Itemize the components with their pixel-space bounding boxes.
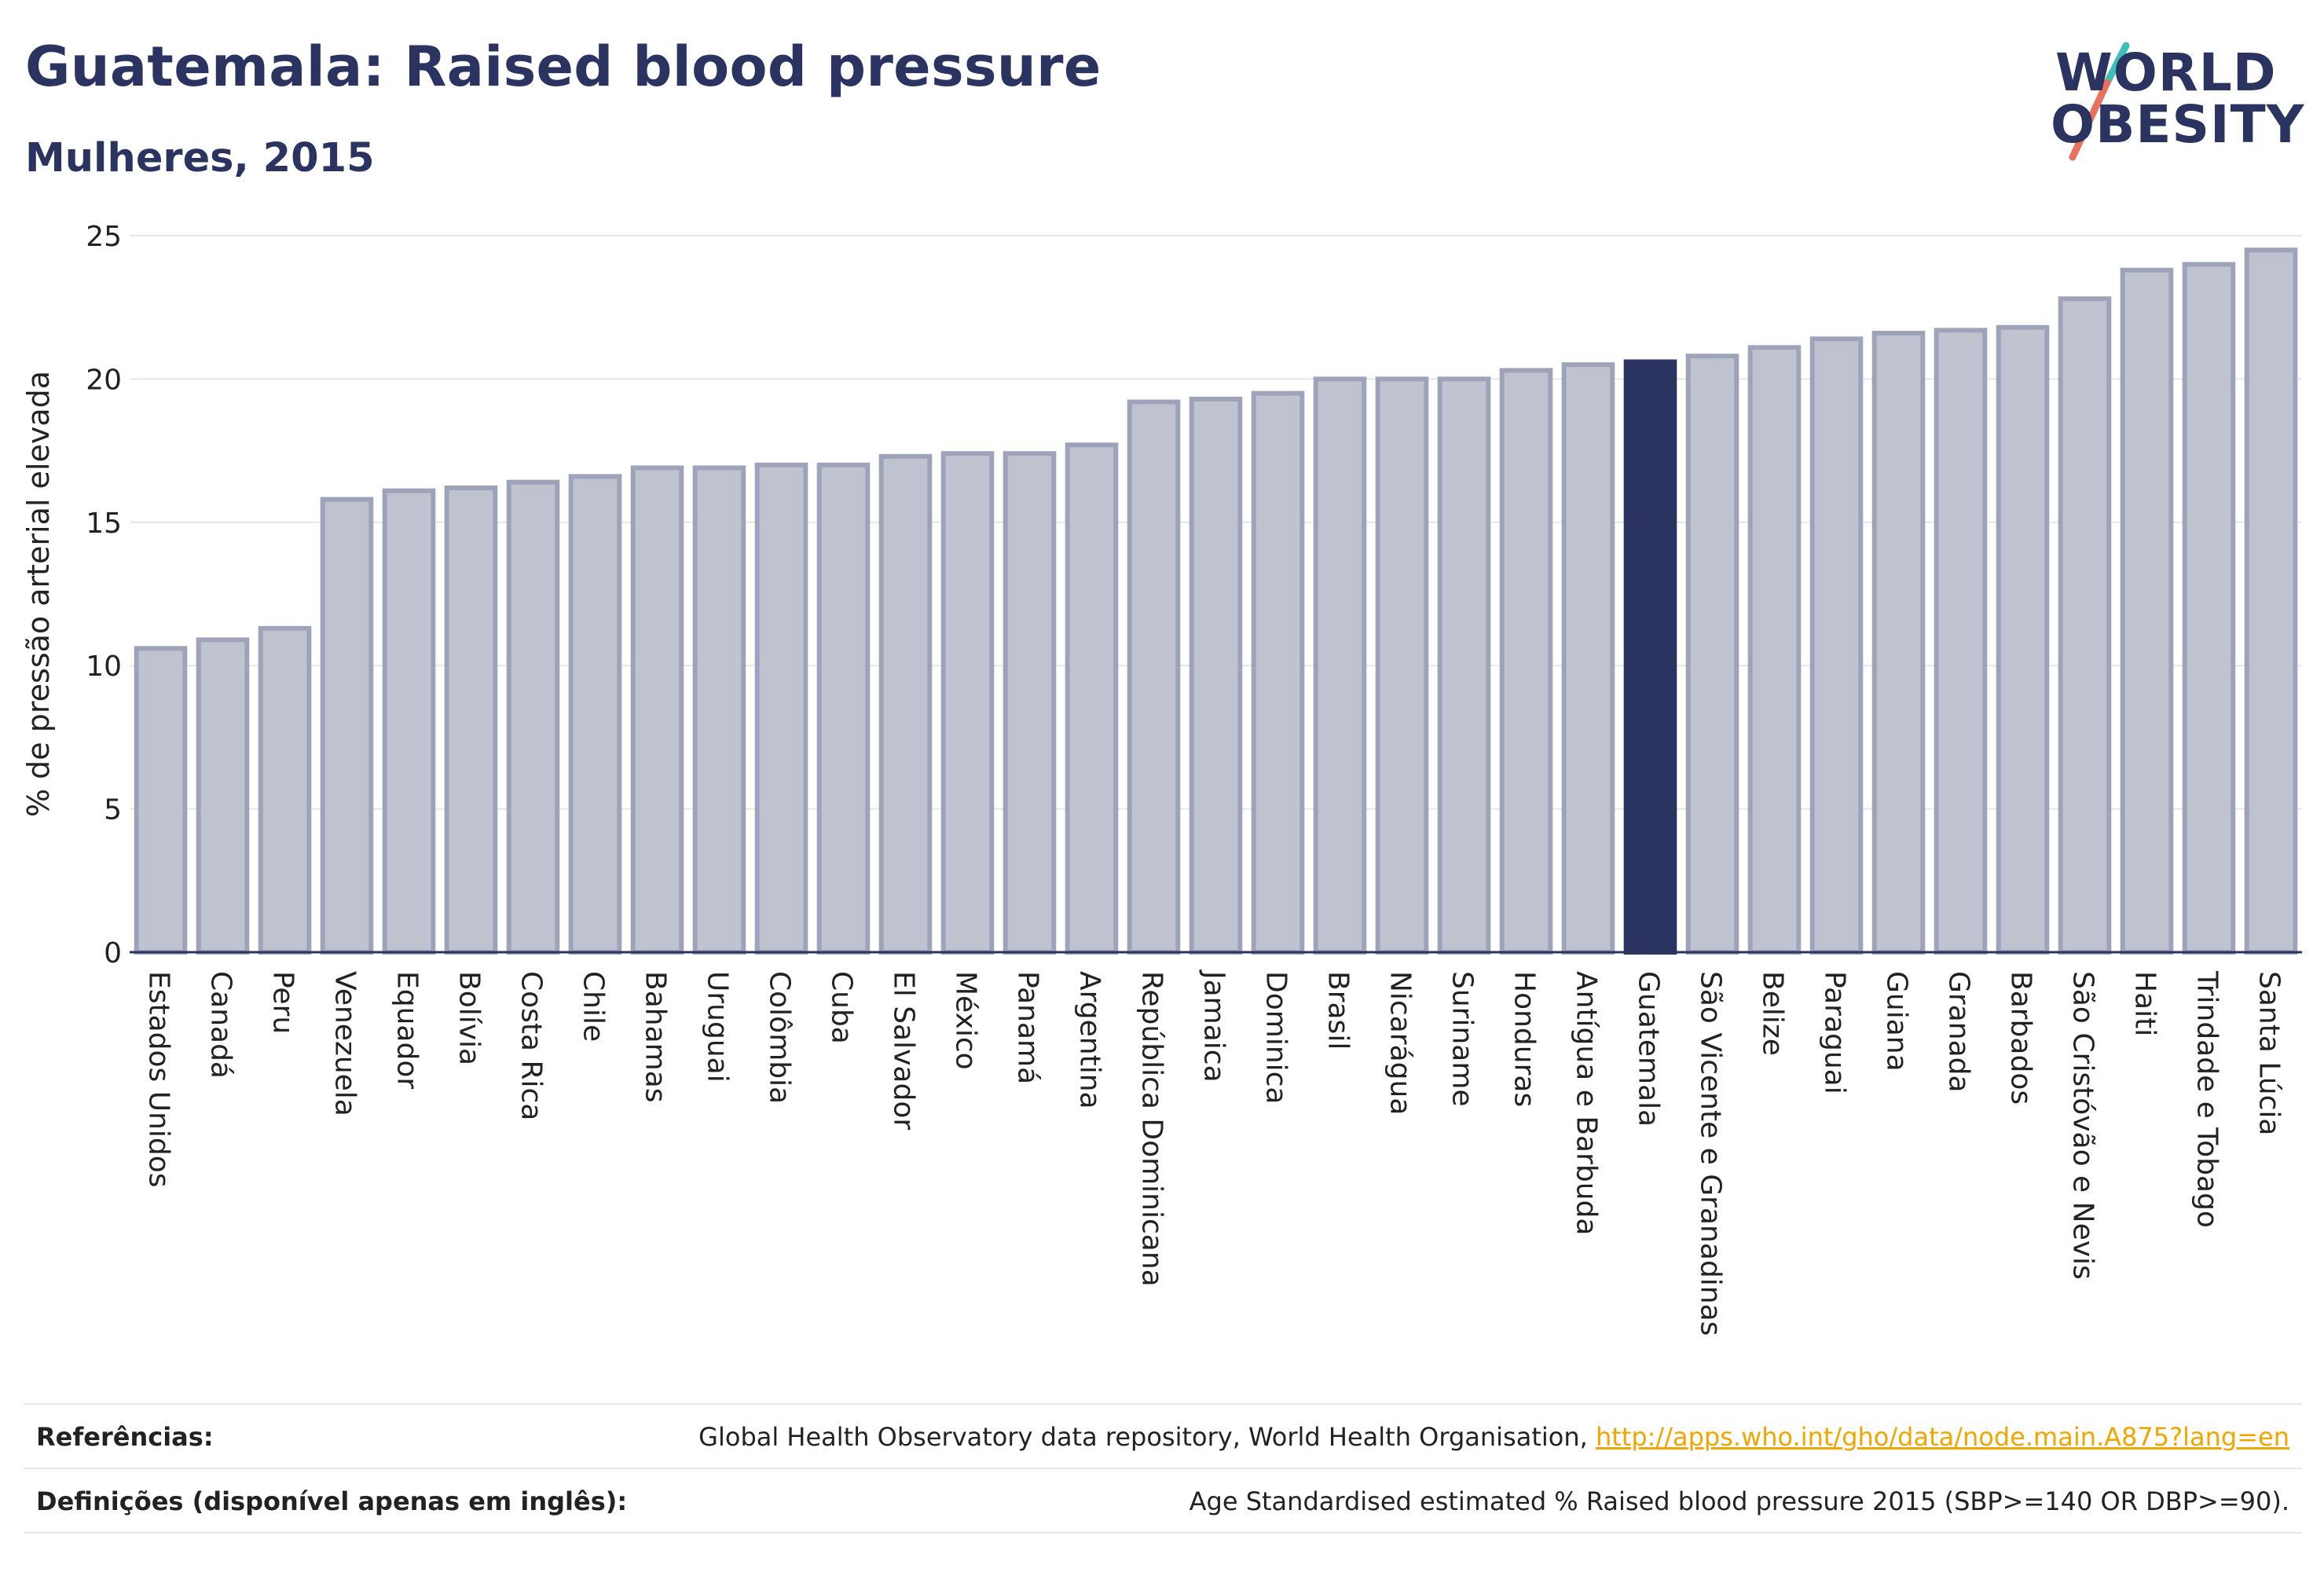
bar[interactable]: [816, 462, 871, 955]
references-label: Referências:: [36, 1422, 214, 1452]
x-tick-label: El Salvador: [888, 971, 920, 1130]
y-tick-label: 15: [86, 508, 122, 540]
y-axis-ticks: 0 5 10 15 20 25: [86, 221, 122, 969]
bar[interactable]: [1685, 354, 1739, 955]
y-tick-label: 25: [86, 221, 122, 253]
y-tick-label: 20: [86, 364, 122, 396]
x-tick-label: Brasil: [1322, 971, 1354, 1050]
references-row: Referências: Global Health Observatory d…: [24, 1403, 2302, 1468]
bar[interactable]: [444, 486, 498, 955]
y-axis-label: % de pressão arterial elevada: [21, 371, 56, 817]
definitions-row: Definições (disponível apenas em inglês)…: [24, 1468, 2302, 1534]
world-obesity-logo[interactable]: WORLD OBESITY: [2051, 24, 2310, 165]
bar[interactable]: [2120, 267, 2174, 955]
bar[interactable]: [1437, 376, 1491, 955]
x-tick-label: Paraguai: [1819, 971, 1851, 1094]
y-tick-label: 10: [86, 651, 122, 683]
bar[interactable]: [2244, 247, 2298, 955]
bar[interactable]: [1127, 399, 1181, 955]
bar[interactable]: [1313, 376, 1367, 955]
bar[interactable]: [878, 453, 933, 955]
x-tick-label: Santa Lúcia: [2253, 971, 2286, 1135]
bar[interactable]: [1747, 345, 1802, 955]
x-tick-label: Barbados: [2005, 971, 2037, 1105]
x-tick-label: Haiti: [2129, 971, 2161, 1036]
bar[interactable]: [568, 474, 622, 955]
definitions-text: Age Standardised estimated % Raised bloo…: [1189, 1486, 2289, 1516]
logo-text-obesity: OBESITY: [2051, 94, 2305, 155]
bar[interactable]: [1871, 331, 1926, 955]
bar[interactable]: [630, 465, 684, 955]
x-tick-label: Suriname: [1446, 971, 1479, 1107]
x-tick-label: Nicarágua: [1384, 971, 1417, 1115]
bar[interactable]: [2182, 262, 2236, 955]
x-tick-label: Costa Rica: [515, 971, 548, 1120]
x-tick-label: Jamaica: [1198, 969, 1230, 1083]
references-table: Referências: Global Health Observatory d…: [24, 1403, 2302, 1534]
bar-chart: 0 5 10 15 20 25 % de pressão arterial elevada…: [21, 221, 2302, 1336]
logo-text-world: WORLD: [2055, 42, 2277, 103]
x-tick-label: Bahamas: [640, 971, 672, 1103]
bar[interactable]: [1189, 396, 1243, 955]
x-tick-label: Cuba: [826, 971, 858, 1044]
bar[interactable]: [196, 637, 250, 955]
definitions-label: Definições (disponível apenas em inglês)…: [36, 1486, 628, 1516]
x-tick-label: Uruguai: [702, 971, 734, 1083]
bar[interactable]: [1809, 336, 1864, 955]
x-tick-label: Honduras: [1508, 971, 1541, 1107]
x-tick-label: Colômbia: [764, 971, 796, 1104]
x-tick-label: Peru: [267, 971, 299, 1034]
references-value: Global Health Observatory data repositor…: [698, 1422, 2289, 1452]
x-tick-label: Venezuela: [329, 971, 361, 1116]
bar[interactable]: [1996, 324, 2050, 955]
x-tick-label: São Cristóvão e Nevis: [2067, 971, 2099, 1280]
bar[interactable]: [1561, 362, 1615, 955]
x-tick-label: Guatemala: [1633, 971, 1665, 1127]
page-subtitle: Mulheres, 2015: [25, 135, 375, 181]
x-tick-label: Trindade e Tobago: [2191, 970, 2223, 1228]
x-tick-label: Chile: [577, 971, 610, 1042]
x-tick-label: Antígua e Barbuda: [1571, 971, 1603, 1235]
bar-highlighted[interactable]: [1623, 359, 1677, 955]
x-tick-label: Bolívia: [453, 971, 486, 1065]
bar[interactable]: [1251, 390, 1305, 955]
y-tick-label: 0: [104, 937, 122, 969]
bar[interactable]: [2058, 296, 2112, 955]
logo-slash-icon: [2069, 42, 2130, 161]
references-text: Global Health Observatory data repositor…: [698, 1422, 1596, 1452]
x-tick-label: Canadá: [205, 971, 237, 1079]
page-title: Guatemala: Raised blood pressure: [25, 35, 1102, 99]
bar[interactable]: [134, 646, 188, 955]
bar[interactable]: [1499, 368, 1553, 955]
x-tick-label: Dominica: [1260, 971, 1292, 1105]
x-tick-label: México: [950, 971, 982, 1070]
x-tick-label: Panamá: [1012, 971, 1044, 1084]
bar[interactable]: [940, 451, 995, 955]
references-link[interactable]: http://apps.who.int/gho/data/node.main.A…: [1595, 1422, 2289, 1452]
bar[interactable]: [258, 625, 312, 955]
x-tick-label: Argentina: [1074, 971, 1106, 1109]
bar[interactable]: [320, 497, 374, 955]
x-tick-label: Granada: [1943, 971, 1975, 1093]
x-tick-label: Estados Unidos: [143, 971, 175, 1188]
x-tick-label: São Vicente e Granadinas: [1695, 971, 1727, 1336]
y-tick-label: 5: [104, 794, 122, 826]
bar[interactable]: [1065, 442, 1119, 955]
x-tick-label: Equador: [391, 971, 423, 1089]
bar[interactable]: [506, 479, 560, 955]
bar[interactable]: [692, 465, 746, 955]
x-tick-label: Guiana: [1881, 971, 1913, 1072]
bar[interactable]: [382, 488, 436, 955]
x-axis-tick-labels: Estados Unidos Canadá Peru Venezuela Equador…: [143, 969, 2286, 1336]
bar[interactable]: [1003, 451, 1057, 955]
bar[interactable]: [1934, 328, 1988, 955]
x-tick-label: Belize: [1757, 971, 1789, 1056]
x-tick-label: República Dominicana: [1136, 971, 1168, 1287]
bar[interactable]: [754, 462, 808, 955]
bar[interactable]: [1375, 376, 1429, 955]
bars: [134, 247, 2298, 955]
